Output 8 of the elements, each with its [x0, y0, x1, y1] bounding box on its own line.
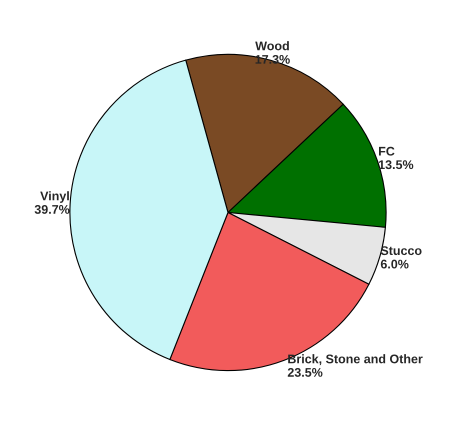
slice-label: Wood — [255, 41, 289, 50]
slice-label: Brick, Stone and Other — [288, 354, 423, 366]
data-label: 6.0% — [380, 260, 409, 269]
slice-label: Vinyl — [40, 191, 69, 203]
data-label: 39.7% — [34, 204, 70, 214]
slice-label: FC — [379, 146, 394, 156]
data-label: 13.5% — [378, 160, 414, 170]
data-label: 23.5% — [288, 368, 322, 377]
